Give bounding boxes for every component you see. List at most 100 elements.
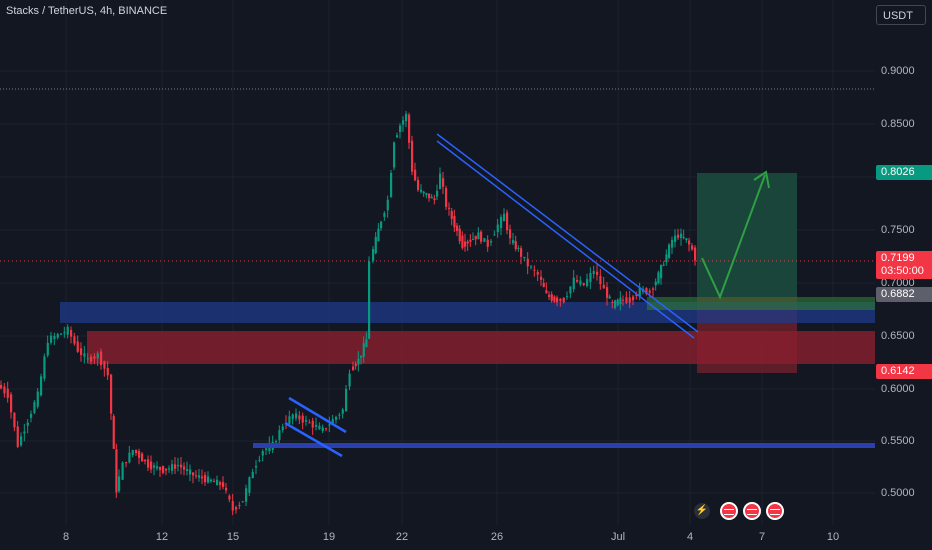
time-tick: Jul xyxy=(610,531,626,543)
candle-body xyxy=(652,288,655,290)
candle-body xyxy=(576,280,579,282)
candle-body xyxy=(417,179,420,191)
candle-body xyxy=(100,351,103,366)
time-tick: 19 xyxy=(322,531,336,543)
candle-body xyxy=(183,466,186,470)
candle-body xyxy=(506,212,509,231)
candle-body xyxy=(654,281,657,286)
us-flag-icon[interactable] xyxy=(720,502,738,520)
us-flag-icon[interactable] xyxy=(743,502,761,520)
candle-body xyxy=(500,216,503,229)
candle-body xyxy=(13,412,16,428)
candle-body xyxy=(542,282,545,288)
candle-body xyxy=(572,277,575,290)
candle-body xyxy=(477,232,480,240)
last-price-badge: 0.7199 03:50:00 xyxy=(876,251,932,279)
candle-body xyxy=(56,333,59,338)
price-tick: 0.5500 xyxy=(881,435,915,447)
candle-body xyxy=(448,207,451,209)
candle-body xyxy=(450,211,453,219)
candle-body xyxy=(490,240,493,243)
candle-body xyxy=(486,239,489,247)
candle-body xyxy=(131,450,134,455)
stop-price-badge: 0.6142 xyxy=(876,364,932,379)
candle-body xyxy=(30,413,33,418)
red-demand-zone xyxy=(87,331,875,364)
candle-body xyxy=(168,468,171,470)
candle-body xyxy=(295,413,298,419)
candle-body xyxy=(291,414,294,419)
candle-body xyxy=(328,424,331,426)
candle-body xyxy=(198,475,201,478)
candle-body xyxy=(125,462,128,464)
time-tick: 26 xyxy=(490,531,504,543)
candle-body xyxy=(156,466,159,469)
candle-body xyxy=(171,464,174,471)
candle-body xyxy=(408,114,411,143)
candle-body xyxy=(393,142,396,168)
time-tick: 10 xyxy=(826,531,840,543)
candle-body xyxy=(483,238,486,242)
candle-body xyxy=(360,355,363,358)
candle-body xyxy=(458,228,461,242)
candle-body xyxy=(377,228,380,242)
candle-body xyxy=(540,276,543,280)
candle-body xyxy=(110,374,113,414)
candle-body xyxy=(425,193,428,196)
projection-arrow xyxy=(701,174,766,300)
candle-body xyxy=(509,229,512,239)
candle-body xyxy=(380,221,383,229)
candle-body xyxy=(258,459,261,461)
candle-body xyxy=(103,361,106,369)
currency-button[interactable]: USDT xyxy=(876,5,926,25)
candle-body xyxy=(514,241,517,249)
candle-body xyxy=(50,335,53,343)
candle-body xyxy=(619,297,622,305)
last-price: 0.7199 xyxy=(881,252,915,264)
candle-body xyxy=(533,269,536,271)
candle-body xyxy=(83,353,86,357)
candle-body xyxy=(662,264,665,266)
target-zone xyxy=(697,173,797,297)
candle-body xyxy=(611,302,614,304)
target-price-badge: 0.8026 xyxy=(876,165,932,180)
candle-body xyxy=(248,477,251,493)
candle-body xyxy=(545,290,548,293)
candle-body xyxy=(60,333,63,335)
candle-body xyxy=(442,178,445,187)
entry-price-badge: 0.6882 xyxy=(876,287,932,302)
candle-body xyxy=(6,388,9,398)
candle-body xyxy=(422,191,425,194)
candle-body xyxy=(691,245,694,250)
candle-body xyxy=(433,198,436,201)
entry-price: 0.6882 xyxy=(881,288,915,300)
candle-body xyxy=(128,452,131,463)
candle-body xyxy=(530,266,533,268)
candle-body xyxy=(411,140,414,172)
lightning-icon[interactable]: ⚡ xyxy=(694,503,710,519)
candle-body xyxy=(386,199,389,211)
candle-body xyxy=(668,244,671,258)
candle-body xyxy=(520,248,523,257)
candle-body xyxy=(106,368,109,376)
candle-body xyxy=(36,391,39,407)
stop-price: 0.6142 xyxy=(881,365,915,377)
candle-body xyxy=(0,384,3,389)
candle-body xyxy=(622,299,625,301)
candle-body xyxy=(335,416,338,420)
candle-body xyxy=(589,272,592,283)
candle-body xyxy=(536,272,539,275)
candle-body xyxy=(464,241,467,247)
price-tick: 0.6000 xyxy=(881,383,915,395)
us-flag-icon[interactable] xyxy=(766,502,784,520)
candle-body xyxy=(16,426,19,447)
price-tick: 0.8500 xyxy=(881,118,915,130)
candle-body xyxy=(596,271,599,275)
candle-body xyxy=(582,283,585,286)
candle-body xyxy=(213,481,216,483)
candle-body xyxy=(420,189,423,192)
candle-body xyxy=(298,415,301,420)
candle-body xyxy=(210,479,213,482)
candle-body xyxy=(608,296,611,299)
